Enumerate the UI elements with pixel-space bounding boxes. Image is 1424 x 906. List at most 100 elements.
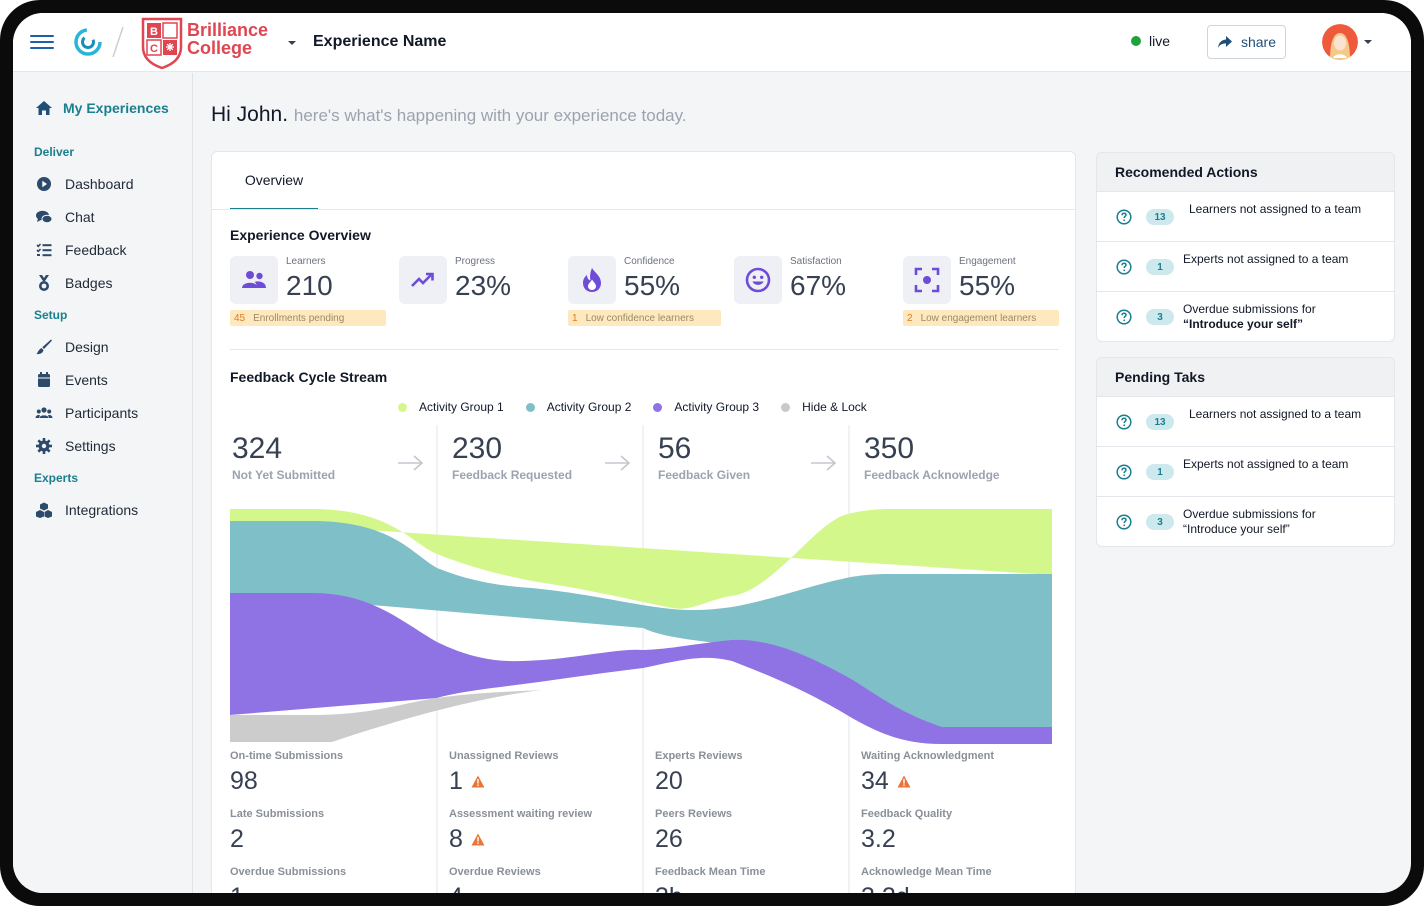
alert-low-confidence[interactable]: 1 Low confidence learners [568,310,721,326]
legend-hide-lock[interactable]: Hide & Lock [781,400,867,414]
college-name[interactable]: Brilliance College [187,20,269,58]
sidebar-section-deliver: Deliver [34,145,75,159]
stat-label: Overdue Reviews [449,866,541,878]
warning-icon [471,833,485,846]
app-logo-icon[interactable] [73,27,103,57]
metric-confidence[interactable]: Confidence 55% 1 Low confidence learners [568,256,721,326]
college-crest-logo[interactable]: B C [141,17,183,69]
sidebar-item-events[interactable]: Events [35,371,108,389]
count-badge: 3 [1146,309,1174,325]
menu-icon[interactable] [30,35,54,49]
sidebar-item-participants[interactable]: Participants [35,404,138,422]
top-bar: B C Brilliance College Experience Name l… [13,13,1411,72]
tab-overview[interactable]: Overview [230,152,318,210]
stat-label: Unassigned Reviews [449,750,559,762]
count-badge: 13 [1146,414,1174,430]
sidebar-section-experts: Experts [34,471,79,485]
help-circle-icon [1116,464,1132,480]
legend-dot-icon [525,402,535,412]
help-circle-icon [1116,414,1132,430]
legend-activity-group-1[interactable]: Activity Group 1 [398,400,504,414]
trending-up-icon [399,256,447,304]
greeting-subtitle: here's what's happening with your experi… [293,106,687,125]
sidebar: My Experiences Deliver Dashboard Chat Fe… [13,73,193,893]
stat-value[interactable]: 8 [449,825,485,854]
stat-label: Late Submissions [230,808,325,820]
action-text: Learners not assigned to a team [1189,202,1362,216]
cubes-icon [36,502,52,518]
feedback-stream-chart [230,425,1052,893]
legend-dot-icon [781,402,791,412]
stat-label: Overdue Submissions [230,866,347,878]
action-row[interactable]: 1 Experts not assigned to a team [1097,242,1394,292]
metric-satisfaction[interactable]: Satisfaction 67% [734,256,854,326]
gear-icon [36,438,52,454]
metric-engagement[interactable]: Engagement 55% 2 Low engagement learners [903,256,1059,326]
stat-value: 4 [449,883,463,893]
stat-label: Assessment waiting review [449,808,593,820]
count-badge: 1 [1146,259,1174,275]
stat-label: Acknowledge Mean Time [861,866,992,878]
stat-value: 2 [230,825,244,853]
stage-label: Feedback Requested [452,468,573,482]
warning-icon [471,775,485,788]
stat-value: 1 [230,883,244,893]
live-status: live [1131,33,1170,49]
stage-label: Not Yet Submitted [232,468,336,482]
task-text: Overdue submissions for “Introduce your … [1183,507,1316,536]
legend-dot-icon [653,402,663,412]
metric-progress[interactable]: Progress 23% [399,256,519,326]
task-text: Learners not assigned to a team [1189,407,1362,421]
sidebar-item-chat[interactable]: Chat [35,208,95,226]
sidebar-item-my-experiences[interactable]: My Experiences [35,99,169,117]
help-circle-icon [1116,209,1132,225]
svg-text:C: C [150,43,158,55]
share-button[interactable]: share [1207,25,1286,59]
arrow-right-icon [811,455,837,471]
pending-tasks-panel: Pending Taks 13 Learners not assigned to… [1096,357,1395,547]
sidebar-item-badges[interactable]: Badges [35,274,112,292]
alert-enrollments-pending[interactable]: 45 Enrollments pending [230,310,386,326]
stat-value[interactable]: 34 [861,767,911,796]
user-avatar[interactable] [1322,24,1358,60]
stat-label: On-time Submissions [230,750,344,762]
help-circle-icon [1116,309,1132,325]
recommended-actions-panel: Recomended Actions 13 Learners not assig… [1096,152,1395,342]
stage-value: 324 [232,432,283,465]
metric-learners[interactable]: Learners 210 45 Enrollments pending [230,256,386,326]
chevron-down-icon[interactable] [286,37,298,49]
stat-value[interactable]: 1 [449,767,485,796]
legend-activity-group-3[interactable]: Activity Group 3 [653,400,759,414]
sidebar-item-integrations[interactable]: Integrations [35,501,138,519]
section-divider [230,349,1059,350]
action-text: Overdue submissions for “Introduce your … [1183,302,1316,331]
experience-name[interactable]: Experience Name [313,33,447,50]
stat-value: 26 [655,825,683,853]
greeting-hello: Hi John. [211,103,289,126]
stat-label: Feedback Quality [861,808,953,820]
sidebar-item-feedback[interactable]: Feedback [35,241,126,259]
sidebar-item-settings[interactable]: Settings [35,437,116,455]
arrow-right-icon [398,455,424,471]
panel-title: Recomended Actions [1097,153,1394,192]
task-row[interactable]: 3 Overdue submissions for “Introduce you… [1097,497,1394,546]
live-dot-icon [1131,36,1141,46]
help-circle-icon [1116,514,1132,530]
task-row[interactable]: 13 Learners not assigned to a team [1097,397,1394,447]
alert-low-engagement[interactable]: 2 Low engagement learners [903,310,1059,326]
sidebar-item-dashboard[interactable]: Dashboard [35,175,134,193]
stat-label: Feedback Mean Time [655,866,766,878]
stage-value: 350 [864,432,915,465]
chevron-down-icon[interactable] [1363,37,1373,47]
tabs-divider [212,209,1075,210]
stat-value: 3h [655,883,683,893]
action-row[interactable]: 13 Learners not assigned to a team [1097,192,1394,242]
task-row[interactable]: 1 Experts not assigned to a team [1097,447,1394,497]
action-row[interactable]: 3 Overdue submissions for “Introduce you… [1097,292,1394,341]
warning-icon [897,775,911,788]
sidebar-item-design[interactable]: Design [35,338,109,356]
count-badge: 13 [1146,209,1174,225]
checklist-icon [36,243,52,257]
legend-activity-group-2[interactable]: Activity Group 2 [525,400,631,414]
breadcrumb-separator [112,26,124,58]
